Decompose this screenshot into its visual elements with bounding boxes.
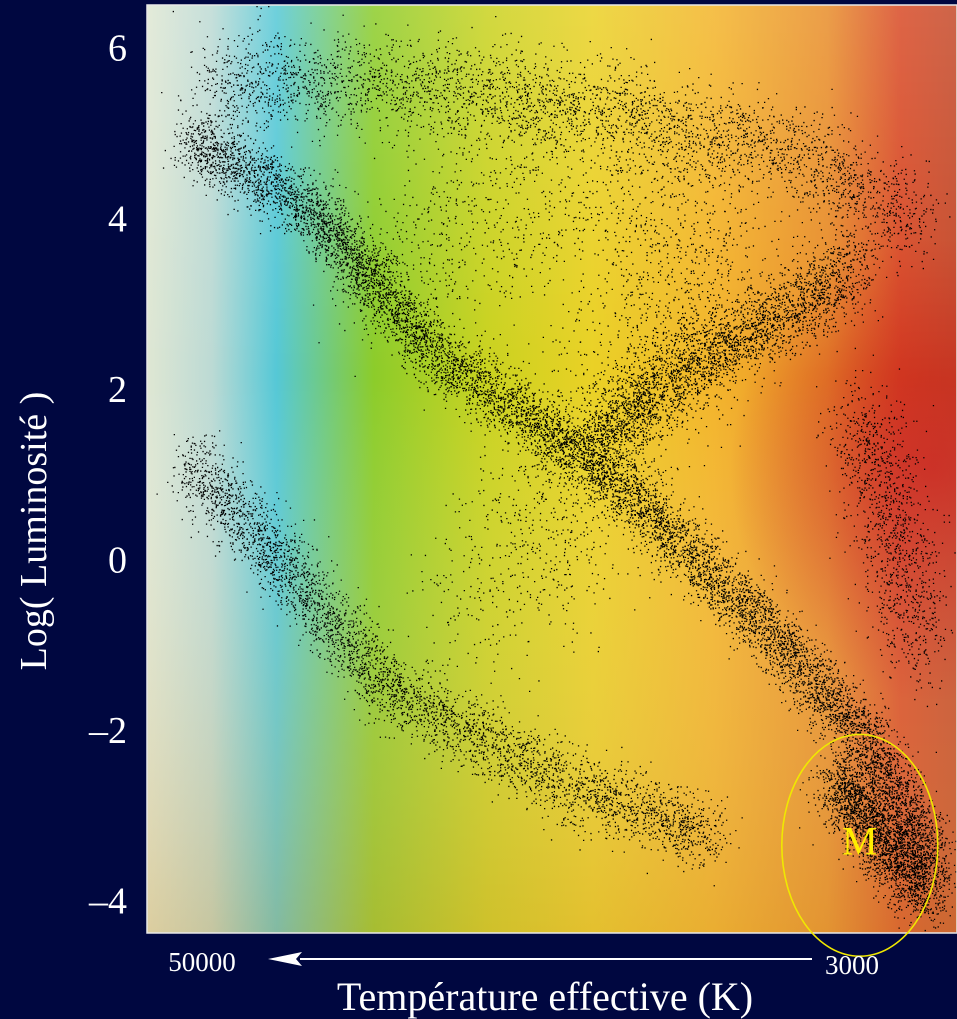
y-tick-label: –4 — [88, 881, 127, 923]
m-class-ellipse — [780, 733, 939, 957]
plot-frame — [146, 4, 957, 934]
y-tick-label: 2 — [108, 369, 127, 411]
y-tick-label: 0 — [108, 540, 127, 582]
temperature-arrow — [268, 952, 812, 966]
x-axis-label: Température effective (K) — [337, 974, 753, 1019]
x-axis-right-label: 3000 — [825, 950, 879, 980]
x-axis-left-label: 50000 — [168, 947, 236, 977]
y-tick-label: 4 — [108, 198, 127, 240]
y-tick-label: 6 — [108, 28, 127, 70]
vertical-fade-overlay — [147, 5, 957, 933]
plot-area — [147, 5, 957, 933]
y-tick-label: –2 — [88, 710, 127, 752]
y-axis-label: Log( Luminosité ) — [13, 392, 55, 671]
y-axis-ticks: 6 4 2 0 –2 –4 — [88, 28, 127, 923]
m-class-label: M — [842, 818, 878, 863]
